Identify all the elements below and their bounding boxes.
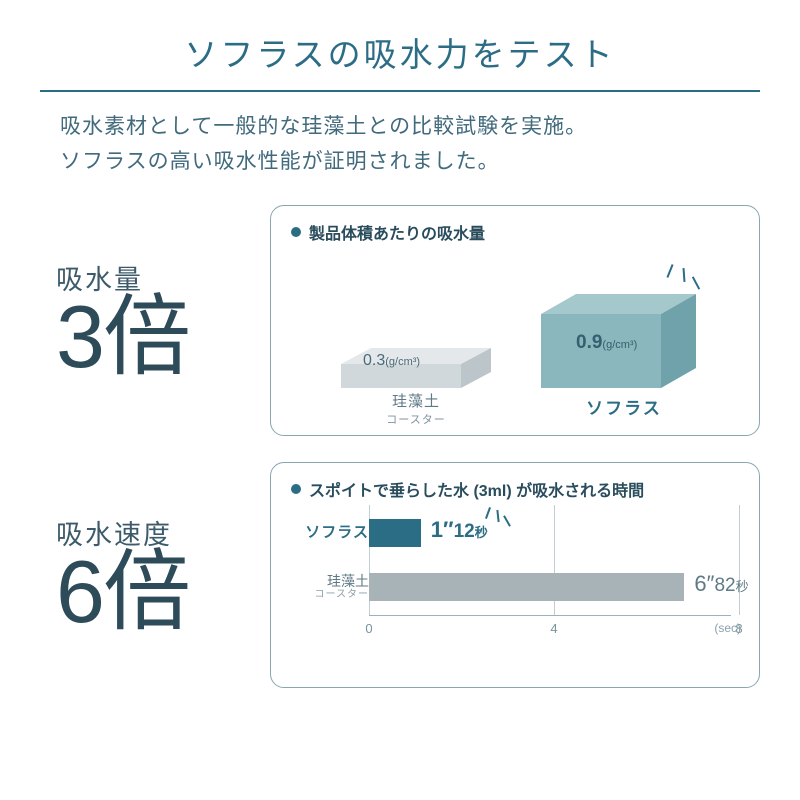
value-soflas: 0.9(g/cm³)	[576, 332, 637, 354]
gridline	[739, 505, 740, 561]
panel-time-title: スポイトで垂らした水 (3ml) が吸水される時間	[291, 477, 739, 501]
value-diatomite-num: 0.3	[363, 352, 385, 369]
emphasis-tick-icon	[503, 516, 511, 527]
panel-volume-title: 製品体積あたりの吸水量	[291, 220, 739, 244]
plot-area: 1″12秒	[369, 511, 739, 555]
label-soflas: ソフラス	[559, 394, 689, 419]
panel-volume-title-text: 製品体積あたりの吸水量	[309, 220, 485, 244]
time-soflas-int: 1	[431, 517, 443, 542]
metric-amount: 吸水量 3倍	[40, 258, 270, 383]
metric-amount-value: 3倍	[56, 291, 270, 383]
panel-time-title-text: スポイトで垂らした水 (3ml) が吸水される時間	[309, 477, 644, 501]
metric-speed: 吸水速度 6倍	[40, 513, 270, 638]
volume-blocks: 0.3(g/cm³) 0.9(g/cm³) 珪藻土 コースター ソフラス	[291, 254, 739, 419]
row-absorption-speed: 吸水速度 6倍 スポイトで垂らした水 (3ml) が吸水される時間 ソフラス	[40, 462, 760, 688]
plot-area: 6″82秒	[369, 565, 739, 609]
bar-label-soflas: ソフラス	[283, 525, 369, 542]
bar-label-diatomite-sub: コースター	[283, 589, 369, 600]
x-axis-line	[369, 615, 731, 616]
time-chart: ソフラス 1″12秒	[291, 511, 739, 671]
value-diatomite-unit: (g/cm³)	[385, 356, 420, 368]
time-diatomite-int: 6	[694, 571, 706, 596]
time-soflas-dec: 12	[454, 521, 475, 542]
value-soflas-num: 0.9	[576, 332, 602, 353]
label-diatomite-text: 珪藻土	[392, 393, 440, 410]
time-diatomite: 6″82秒	[694, 571, 748, 597]
panel-volume: 製品体積あたりの吸水量	[270, 205, 760, 436]
time-soflas: 1″12秒	[431, 517, 488, 543]
emphasis-tick-icon	[496, 510, 499, 522]
bullet-icon	[291, 227, 301, 237]
label-diatomite-sub: コースター	[351, 411, 481, 427]
metric-speed-value: 6倍	[56, 546, 270, 638]
time-diatomite-dec: 82	[714, 575, 735, 596]
row-absorption-amount: 吸水量 3倍 製品体積あたりの吸水量	[40, 205, 760, 436]
bar-label-diatomite-text: 珪藻土	[327, 573, 369, 589]
bar-soflas	[369, 519, 421, 547]
lead-text: 吸水素材として一般的な珪藻土との比較試験を実施。 ソフラスの高い吸水性能が証明さ…	[60, 110, 754, 179]
lead-line1: 吸水素材として一般的な珪藻土との比較試験を実施。	[60, 115, 587, 138]
x-tick: 4	[550, 621, 557, 636]
time-soflas-unit: 秒	[475, 525, 488, 540]
value-diatomite: 0.3(g/cm³)	[363, 352, 420, 370]
label-diatomite: 珪藻土 コースター	[351, 390, 481, 427]
panel-time: スポイトで垂らした水 (3ml) が吸水される時間 ソフラス 1″12秒	[270, 462, 760, 688]
bar-row-soflas: ソフラス 1″12秒	[369, 511, 739, 555]
bar-diatomite	[369, 573, 684, 601]
emphasis-tick-icon	[485, 507, 491, 519]
x-tick: 0	[365, 621, 372, 636]
bar-row-diatomite: 珪藻土 コースター 6″82秒	[369, 565, 739, 609]
value-soflas-unit: (g/cm³)	[602, 339, 637, 351]
lead-line2: ソフラスの高い吸水性能が証明されました。	[60, 150, 500, 173]
title-underline	[40, 90, 760, 92]
bullet-icon	[291, 484, 301, 494]
time-diatomite-unit: 秒	[736, 579, 749, 594]
gridline	[554, 505, 555, 561]
x-axis: 0 4 8 (sec)	[369, 615, 739, 641]
bar-label-diatomite: 珪藻土 コースター	[283, 574, 369, 600]
x-unit: (sec)	[714, 621, 741, 635]
page-title: ソフラスの吸水力をテスト	[40, 28, 760, 86]
